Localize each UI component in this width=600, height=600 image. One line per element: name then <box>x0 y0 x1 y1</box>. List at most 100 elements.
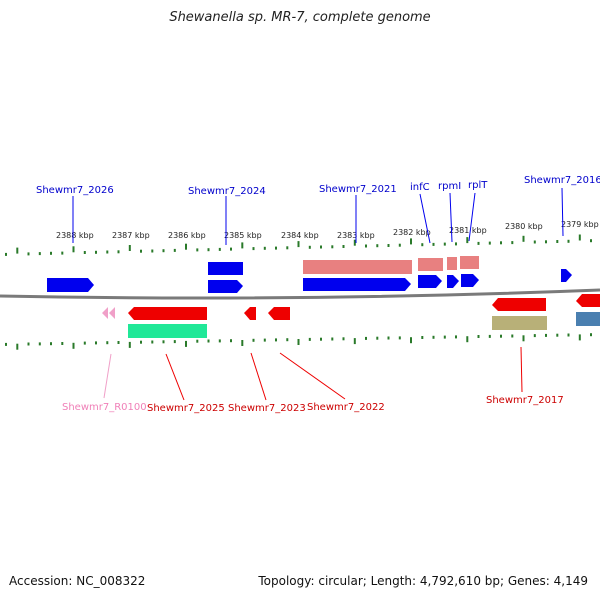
gene-shewmr7-2024b[interactable] <box>208 280 243 293</box>
feature-shewmr7-2025[interactable] <box>128 324 207 338</box>
scale-tick <box>286 246 289 250</box>
gene-shewmr7-2017[interactable] <box>492 298 546 311</box>
feature-offscreen-right[interactable] <box>576 312 600 326</box>
gene-shewmr7-r0100[interactable] <box>102 307 115 319</box>
bottom-gene-labels: Shewmr7_R0100 Shewmr7_2025 Shewmr7_2023 … <box>62 346 564 414</box>
scale-tick <box>140 249 142 253</box>
scale-tick <box>140 340 142 344</box>
scale-tick <box>185 340 187 347</box>
scale-tick <box>432 242 435 246</box>
label-rpmi[interactable]: rpmI <box>438 181 461 192</box>
gene-shewmr7-2022[interactable] <box>268 307 290 320</box>
scale-tick <box>297 241 300 248</box>
scale-label: 2388 kbp <box>56 231 94 240</box>
scale-tick <box>83 251 86 254</box>
accession-text: Accession: NC_008322 <box>9 574 146 588</box>
rna-rpmi[interactable] <box>447 257 457 270</box>
scale-label: 2387 kbp <box>112 231 150 240</box>
gene-rpmi[interactable] <box>447 275 459 288</box>
scale-tick <box>466 336 469 343</box>
scale-tick <box>398 336 401 340</box>
label-rplt[interactable]: rplT <box>468 180 488 191</box>
scale-tick <box>432 335 435 339</box>
scale-tick <box>511 334 514 338</box>
scale-tick <box>511 241 514 245</box>
rna-shewmr7-2021[interactable] <box>303 260 412 274</box>
gene-shewmr7-2025[interactable] <box>128 307 207 320</box>
top-gene-labels: Shewmr7_2026 Shewmr7_2024 Shewmr7_2021 i… <box>36 175 600 245</box>
scale-tick <box>376 244 379 248</box>
scale-tick <box>320 337 322 341</box>
scale-tick <box>207 248 210 252</box>
gene-rplt[interactable] <box>461 274 479 287</box>
scale-labels: 2388 kbp 2387 kbp 2386 kbp 2385 kbp 2384… <box>56 220 599 240</box>
scale-tick <box>263 246 266 250</box>
scale-tick <box>421 243 424 247</box>
label-shewmr7-r0100[interactable]: Shewmr7_R0100 <box>62 402 147 413</box>
scale-tick <box>5 252 7 256</box>
label-shewmr7-2024[interactable]: Shewmr7_2024 <box>188 186 266 197</box>
scale-label: 2381 kbp <box>449 226 487 235</box>
feature-shewmr7-2017[interactable] <box>492 316 547 330</box>
label-shewmr7-2025[interactable]: Shewmr7_2025 <box>147 403 225 414</box>
scale-tick <box>545 240 547 244</box>
scale-tick <box>387 336 390 340</box>
scale-tick <box>106 250 109 254</box>
gene-infc[interactable] <box>418 275 442 288</box>
scale-tick <box>308 245 311 249</box>
gene-shewmr7-2023[interactable] <box>244 307 256 320</box>
scale-tick <box>241 340 244 346</box>
scale-tick <box>252 338 255 342</box>
scale-tick <box>308 337 311 341</box>
scale-tick <box>275 338 277 342</box>
label-shewmr7-2016[interactable]: Shewmr7_2016 <box>524 175 600 186</box>
gene-shewmr7-2021[interactable] <box>303 278 411 291</box>
label-shewmr7-2023[interactable]: Shewmr7_2023 <box>228 403 306 414</box>
scale-tick <box>241 242 244 249</box>
genome-backbone <box>0 288 600 300</box>
rna-rplt[interactable] <box>460 256 479 269</box>
scale-tick <box>522 235 525 242</box>
scale-tick <box>533 334 536 338</box>
gene-shewmr7-2026[interactable] <box>47 278 94 292</box>
scale-tick <box>590 333 592 337</box>
scale-tick <box>365 336 367 340</box>
scale-tick <box>353 239 356 246</box>
genome-summary-text: Topology: circular; Length: 4,792,610 bp… <box>258 574 588 588</box>
scale-tick <box>578 334 581 341</box>
scale-tick <box>466 237 469 244</box>
label-infc[interactable]: infC <box>410 182 430 193</box>
label-shewmr7-2022[interactable]: Shewmr7_2022 <box>307 402 385 413</box>
scale-tick <box>331 245 334 249</box>
scale-tick <box>95 250 97 254</box>
scale-tick <box>522 335 525 342</box>
scale-tick <box>162 249 165 253</box>
scale-tick <box>162 340 165 344</box>
gene-shewmr7-2016[interactable] <box>561 269 572 282</box>
scale-tick <box>106 341 109 345</box>
gene-shewmr7-2024[interactable] <box>208 262 243 275</box>
scale-tick <box>151 249 154 253</box>
scale-tick <box>342 337 345 341</box>
label-shewmr7-2021[interactable]: Shewmr7_2021 <box>319 184 397 195</box>
scale-tick <box>218 247 221 251</box>
scale-tick <box>185 243 187 250</box>
scale-tick <box>61 251 64 255</box>
scale-tick <box>590 239 592 243</box>
label-shewmr7-2026[interactable]: Shewmr7_2026 <box>36 185 114 196</box>
scale-label: 2386 kbp <box>168 231 206 240</box>
scale-tick <box>218 339 221 343</box>
scale-tick <box>477 335 480 338</box>
rna-infc[interactable] <box>418 258 443 271</box>
scale-tick <box>545 333 547 337</box>
scale-label: 2379 kbp <box>561 220 599 229</box>
scale-tick <box>263 338 266 342</box>
gene-offscreen-right[interactable] <box>576 294 600 307</box>
scale-label: 2382 kbp <box>393 228 431 237</box>
scale-tick <box>443 242 446 246</box>
reverse-strand-genes <box>102 294 600 338</box>
label-shewmr7-2017[interactable]: Shewmr7_2017 <box>486 395 564 406</box>
scale-tick <box>556 240 559 243</box>
scale-tick <box>567 239 570 243</box>
